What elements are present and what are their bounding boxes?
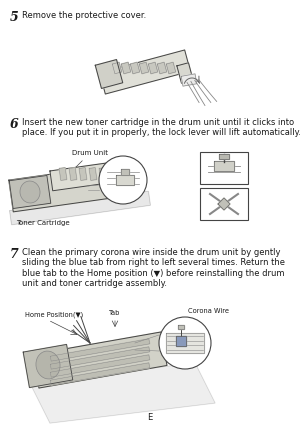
Polygon shape	[121, 169, 129, 175]
Bar	[200, 188, 248, 220]
Polygon shape	[30, 363, 215, 423]
Polygon shape	[79, 168, 87, 180]
Text: 7: 7	[10, 248, 19, 261]
Polygon shape	[33, 332, 167, 388]
Polygon shape	[9, 176, 51, 208]
Text: Toner Cartridge: Toner Cartridge	[16, 220, 70, 226]
Polygon shape	[59, 168, 67, 180]
Bar	[200, 152, 248, 184]
Text: Corona Wire: Corona Wire	[188, 308, 229, 314]
Polygon shape	[166, 62, 176, 74]
Polygon shape	[177, 63, 193, 83]
Polygon shape	[112, 62, 122, 74]
Text: 5: 5	[10, 11, 19, 24]
Ellipse shape	[20, 181, 40, 203]
Text: E: E	[147, 413, 153, 422]
Polygon shape	[139, 62, 149, 74]
Polygon shape	[176, 336, 186, 346]
Polygon shape	[69, 168, 77, 180]
Text: Clean the primary corona wire inside the drum unit by gently
sliding the blue ta: Clean the primary corona wire inside the…	[22, 248, 285, 288]
Polygon shape	[157, 62, 167, 74]
Polygon shape	[9, 164, 127, 212]
Polygon shape	[95, 60, 123, 89]
Polygon shape	[166, 333, 204, 353]
Polygon shape	[218, 198, 230, 210]
Polygon shape	[116, 175, 134, 185]
Polygon shape	[10, 191, 150, 225]
Text: Tab: Tab	[109, 310, 121, 316]
Polygon shape	[130, 62, 140, 74]
Ellipse shape	[36, 351, 60, 379]
Polygon shape	[121, 62, 131, 74]
Polygon shape	[181, 74, 197, 86]
Polygon shape	[50, 161, 122, 191]
Polygon shape	[214, 161, 234, 171]
Polygon shape	[50, 355, 150, 377]
Polygon shape	[50, 363, 150, 385]
Circle shape	[99, 156, 147, 204]
Text: Home Position(▼): Home Position(▼)	[25, 311, 83, 318]
Polygon shape	[219, 153, 229, 158]
Text: Remove the protective cover.: Remove the protective cover.	[22, 11, 146, 20]
Text: Insert the new toner cartridge in the drum unit until it clicks into
place. If y: Insert the new toner cartridge in the dr…	[22, 118, 300, 138]
Polygon shape	[50, 347, 150, 369]
Polygon shape	[89, 168, 97, 180]
Circle shape	[159, 317, 211, 369]
Polygon shape	[50, 339, 150, 361]
Text: 6: 6	[10, 118, 19, 131]
Text: Drum Unit: Drum Unit	[72, 150, 108, 168]
Polygon shape	[178, 325, 184, 329]
Polygon shape	[23, 345, 73, 388]
Polygon shape	[100, 50, 190, 94]
Polygon shape	[148, 62, 158, 74]
Polygon shape	[99, 168, 107, 180]
